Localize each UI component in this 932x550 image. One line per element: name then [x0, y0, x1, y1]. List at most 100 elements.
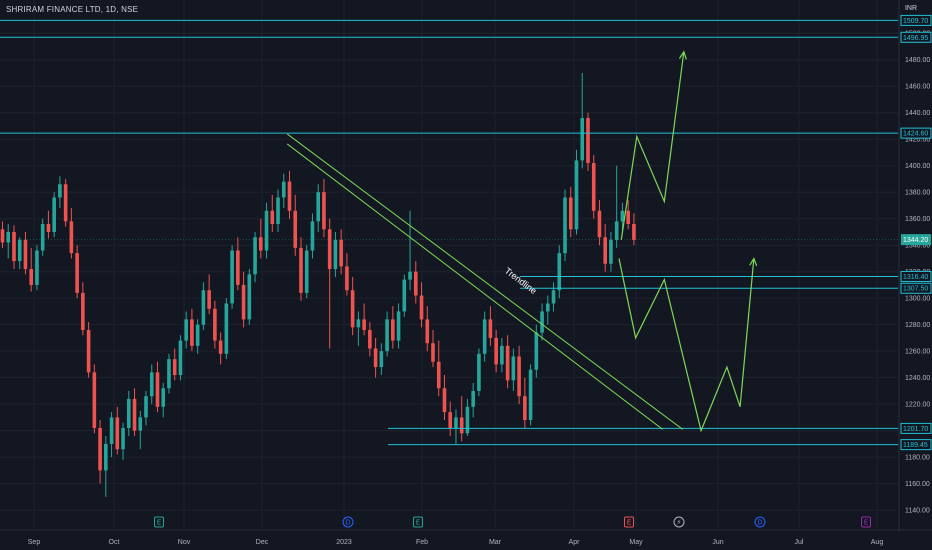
candle-body	[276, 197, 280, 224]
candle-body	[0, 229, 5, 243]
candle-body	[591, 163, 596, 211]
candle-body	[213, 308, 217, 341]
candle-body	[121, 428, 125, 450]
candle-body	[132, 398, 137, 431]
candle-body	[190, 319, 194, 346]
event-marker-label: E	[157, 519, 161, 527]
candle-body	[626, 210, 630, 224]
candle-body	[391, 319, 395, 341]
y-tick-label: 1240.00	[905, 375, 930, 382]
candle-body	[230, 250, 234, 304]
candle-body	[40, 224, 45, 251]
candle-body	[149, 372, 154, 397]
currency-label: INR	[904, 5, 917, 12]
y-tick-label: 1400.00	[905, 163, 930, 170]
candle-body	[23, 239, 28, 270]
candle-body	[574, 160, 579, 230]
y-tick-label: 1260.00	[905, 349, 930, 356]
candle-body	[63, 184, 68, 222]
dividend-marker	[754, 516, 766, 528]
candle-body	[505, 345, 510, 381]
candle-body	[207, 290, 211, 309]
candle-body	[293, 210, 298, 248]
candle-body	[264, 210, 269, 251]
candle-body	[385, 319, 389, 352]
candle-body	[35, 250, 39, 285]
candle-body	[281, 181, 286, 198]
candle-body	[287, 181, 292, 211]
event-marker-label: E	[416, 519, 420, 527]
level-price-label: 1496.95	[903, 35, 928, 42]
candle-body	[345, 266, 349, 291]
candle-body	[167, 359, 171, 389]
candle-body	[109, 417, 114, 444]
y-tick-label: 1440.00	[905, 110, 930, 117]
level-price-label: 1316.40	[903, 274, 928, 281]
event-marker-label: E	[864, 519, 868, 527]
candle-body	[431, 343, 435, 362]
candle-body	[580, 118, 585, 161]
candle-body	[597, 210, 602, 238]
earnings-marker	[861, 516, 871, 528]
candle-body	[247, 274, 252, 320]
candle-body	[259, 237, 263, 251]
candle-body	[368, 329, 372, 349]
candle-body	[195, 324, 200, 346]
x-tick-label: Nov	[178, 539, 191, 546]
y-tick-label: 1300.00	[905, 296, 930, 303]
candle-body	[540, 311, 544, 333]
candle-body	[12, 231, 16, 262]
candle-body	[58, 184, 62, 198]
candle-body	[236, 250, 240, 285]
candle-body	[465, 406, 470, 434]
candle-body	[310, 221, 315, 251]
candle-body	[563, 197, 567, 254]
candle-body	[511, 356, 516, 381]
candle-body	[586, 118, 590, 164]
candle-body	[81, 292, 85, 330]
level-price-label: 1307.50	[903, 286, 928, 293]
trendline-upper	[286, 133, 683, 430]
y-tick-label: 1140.00	[905, 508, 930, 515]
candle-body	[172, 359, 177, 376]
candle-body	[379, 351, 384, 368]
trendline-lower	[286, 143, 663, 430]
trendline-label: Trendline	[503, 266, 539, 296]
candle-body	[224, 303, 229, 354]
candle-body	[362, 319, 366, 330]
y-tick-label: 1460.00	[905, 84, 930, 91]
level-price-tag	[900, 14, 932, 26]
candle-body	[442, 388, 447, 413]
level-price-label: 1424.60	[903, 131, 928, 138]
candle-body	[523, 396, 527, 421]
candle-body	[75, 253, 79, 293]
candle-body	[270, 210, 275, 224]
candle-body	[104, 443, 108, 471]
event-marker-label: D	[345, 519, 350, 527]
candle-body	[425, 319, 430, 344]
candle-body	[488, 319, 493, 338]
candle-body	[17, 239, 22, 262]
projection-path	[620, 51, 685, 240]
candle-body	[373, 348, 378, 368]
candle-body	[419, 295, 424, 320]
x-tick-label: Feb	[416, 539, 428, 546]
candle-body	[86, 329, 91, 373]
earnings-marker	[413, 516, 423, 528]
y-tick-label: 1160.00	[905, 481, 930, 488]
y-tick-label: 1420.00	[905, 137, 930, 144]
earnings-marker	[624, 516, 634, 528]
x-tick-label: Mar	[489, 539, 502, 546]
candle-body	[632, 224, 636, 240]
candle-body	[454, 417, 458, 428]
x-tick-label: Oct	[109, 539, 120, 546]
candle-body	[350, 290, 355, 328]
event-marker-label: E	[627, 519, 631, 527]
candle-body	[98, 428, 102, 471]
candle-body	[327, 229, 332, 270]
candle-body	[184, 319, 188, 341]
candle-body	[413, 271, 418, 296]
x-tick-label: Apr	[569, 539, 581, 546]
candle-body	[408, 271, 412, 280]
